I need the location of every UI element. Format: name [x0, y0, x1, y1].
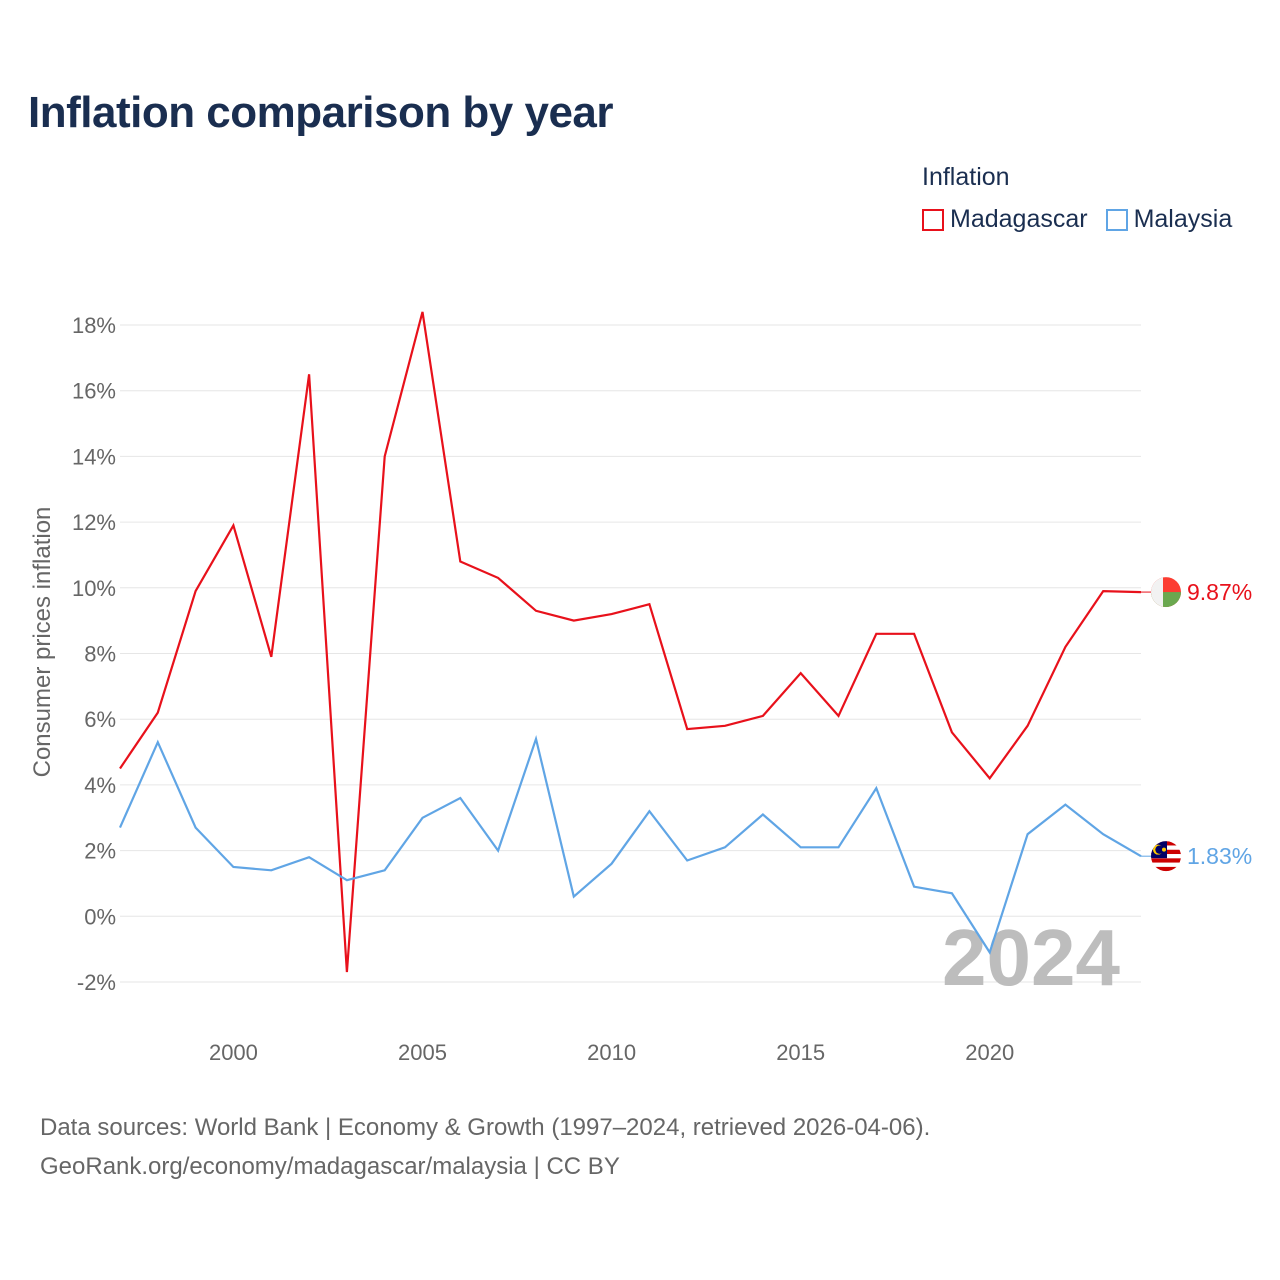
legend-swatch-madagascar	[922, 208, 944, 231]
end-value-label-madagascar: 9.87%	[1187, 579, 1252, 605]
chart-title: Inflation comparison by year	[28, 88, 614, 137]
legend-label-malaysia: Malaysia	[1133, 205, 1233, 233]
y-tick-label: 16%	[72, 379, 116, 404]
x-tick-label: 2005	[398, 1040, 447, 1065]
legend-swatch-malaysia	[1105, 208, 1128, 231]
gridlines	[120, 324, 1141, 983]
legend-label-madagascar: Madagascar	[950, 205, 1088, 233]
y-axis-label: Consumer prices inflation	[29, 507, 56, 778]
y-tick-label: 18%	[72, 313, 116, 338]
x-tick-label: 2010	[587, 1040, 636, 1065]
malaysia-flag-icon	[1151, 841, 1181, 872]
line-chart: -2% 0% 2% 4% 6% 8% 10% 12% 14% 16% 18% 2000 2005 201…	[29, 311, 1252, 1065]
source-link[interactable]: GeoRank.org/economy/madagascar/malaysia …	[40, 1153, 620, 1180]
current-year-label: 2024	[942, 913, 1120, 1002]
footer: Data sources: World Bank | Economy & Gro…	[40, 1108, 930, 1186]
legend-item-malaysia[interactable]: Malaysia	[1105, 205, 1233, 234]
y-tick-label: 10%	[72, 576, 116, 601]
y-tick-label: 4%	[84, 773, 116, 798]
series-lines	[118, 311, 1142, 973]
end-value-label-malaysia: 1.83%	[1187, 843, 1252, 869]
y-axis-ticks: -2% 0% 2% 4% 6% 8% 10% 12% 14% 16% 18%	[72, 313, 116, 995]
legend-title: Inflation	[922, 163, 1010, 191]
x-tick-label: 2000	[209, 1040, 258, 1065]
series-line-malaysia[interactable]	[118, 734, 1142, 955]
y-tick-label: 0%	[84, 904, 116, 929]
legend: Madagascar Malaysia	[922, 205, 1232, 234]
y-tick-label: 2%	[84, 839, 116, 864]
y-tick-label: 12%	[72, 510, 116, 535]
y-tick-label: -2%	[77, 970, 116, 995]
x-tick-label: 2015	[776, 1040, 825, 1065]
legend-item-madagascar[interactable]: Madagascar	[922, 205, 1088, 234]
y-tick-label: 8%	[84, 642, 116, 667]
x-axis-ticks: 2000 2005 2010 2015 2020	[209, 1040, 1014, 1065]
y-tick-label: 6%	[84, 707, 116, 732]
series-line-madagascar[interactable]	[119, 311, 1142, 973]
x-tick-label: 2020	[965, 1040, 1014, 1065]
data-source-note: Data sources: World Bank | Economy & Gro…	[40, 1114, 931, 1141]
y-tick-label: 14%	[72, 444, 116, 469]
madagascar-flag-icon	[1151, 577, 1181, 608]
series-end-markers: 9.87% 1.83%	[1141, 577, 1252, 872]
